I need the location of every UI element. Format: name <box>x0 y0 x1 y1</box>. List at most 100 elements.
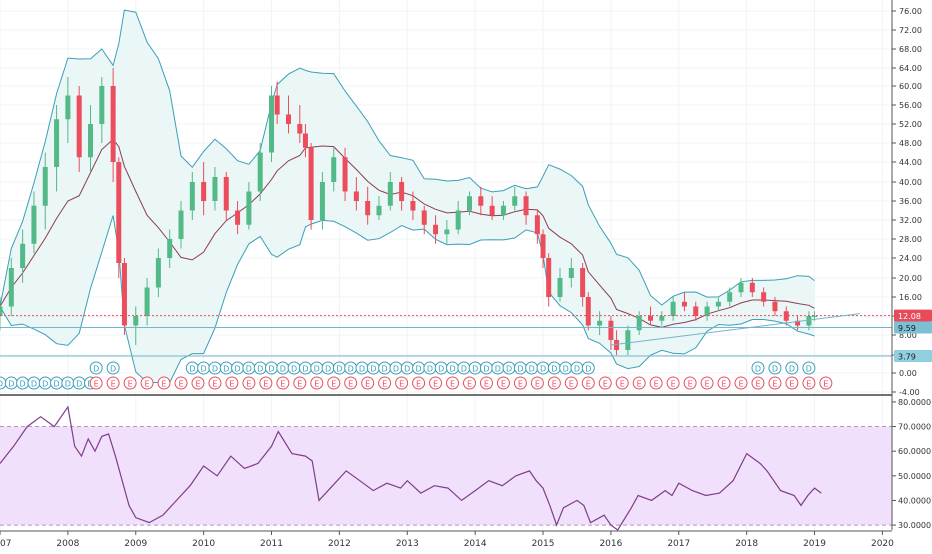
candle-body <box>614 340 620 350</box>
event-marker-letter: E <box>467 380 472 389</box>
price-tick-label: 72.00 <box>899 26 922 35</box>
event-marker-e[interactable] <box>344 376 358 390</box>
event-marker-e[interactable] <box>768 376 782 390</box>
event-marker-e[interactable] <box>700 376 714 390</box>
event-marker-e[interactable] <box>259 376 273 390</box>
candle-body <box>133 316 139 326</box>
event-marker-letter: E <box>688 380 693 389</box>
candle-body <box>659 316 665 321</box>
event-marker-e[interactable] <box>479 376 493 390</box>
event-marker-d[interactable] <box>768 361 782 375</box>
candle-body <box>387 182 393 206</box>
candle-body <box>540 234 546 258</box>
event-marker-e[interactable] <box>717 376 731 390</box>
event-marker-letter: D <box>755 365 761 374</box>
event-marker-e[interactable] <box>632 376 646 390</box>
candle-body <box>31 205 37 244</box>
event-marker-e[interactable] <box>276 376 290 390</box>
event-marker-letter: D <box>201 365 207 374</box>
event-marker-e[interactable] <box>734 376 748 390</box>
event-marker-e[interactable] <box>649 376 663 390</box>
candle-body <box>812 316 818 317</box>
event-marker-letter: E <box>806 380 811 389</box>
candle-body <box>319 182 325 220</box>
event-marker-letter: D <box>449 365 455 374</box>
event-marker-e[interactable] <box>683 376 697 390</box>
event-marker-e[interactable] <box>395 376 409 390</box>
event-marker-e[interactable] <box>293 376 307 390</box>
event-marker-e[interactable] <box>446 376 460 390</box>
event-marker-d[interactable] <box>785 361 799 375</box>
event-marker-letter: E <box>212 380 217 389</box>
event-marker-d[interactable] <box>106 361 120 375</box>
event-marker-e[interactable] <box>429 376 443 390</box>
candle-body <box>749 282 755 293</box>
event-marker-e[interactable] <box>208 376 222 390</box>
event-marker-letter: D <box>370 365 376 374</box>
event-marker-letter: D <box>789 365 795 374</box>
event-marker-e[interactable] <box>530 376 544 390</box>
event-marker-d[interactable] <box>581 361 595 375</box>
event-marker-e[interactable] <box>802 376 816 390</box>
event-marker-e[interactable] <box>242 376 256 390</box>
event-marker-e[interactable] <box>310 376 324 390</box>
candle-body <box>693 306 699 316</box>
candle-body <box>648 316 654 321</box>
event-marker-letter: E <box>128 380 133 389</box>
event-marker-letter: E <box>416 380 421 389</box>
event-marker-e[interactable] <box>564 376 578 390</box>
event-marker-e[interactable] <box>581 376 595 390</box>
event-marker-d[interactable] <box>802 361 816 375</box>
event-marker-letter: E <box>484 380 489 389</box>
event-marker-letter: D <box>585 365 591 374</box>
event-marker-letter: E <box>501 380 506 389</box>
price-tick-label: 44.00 <box>899 158 922 167</box>
event-marker-e[interactable] <box>361 376 375 390</box>
event-marker-letter: E <box>162 380 167 389</box>
price-tick-label: 36.00 <box>899 197 922 206</box>
candle-body <box>201 182 207 201</box>
candle-body <box>608 320 614 340</box>
candle-body <box>738 282 744 293</box>
rsi-tick-label: 30.0000 <box>898 521 931 530</box>
candle-body <box>269 95 275 153</box>
event-marker-e[interactable] <box>123 376 137 390</box>
event-marker-e[interactable] <box>378 376 392 390</box>
event-marker-e[interactable] <box>496 376 510 390</box>
rsi-band-fill <box>0 426 892 526</box>
event-marker-letter: D <box>551 365 557 374</box>
event-marker-e[interactable] <box>751 376 765 390</box>
event-marker-e[interactable] <box>598 376 612 390</box>
event-marker-d[interactable] <box>751 361 765 375</box>
event-marker-e[interactable] <box>819 376 833 390</box>
basis-line <box>0 138 815 328</box>
event-marker-e[interactable] <box>225 376 239 390</box>
event-marker-e[interactable] <box>412 376 426 390</box>
event-marker-e[interactable] <box>106 376 120 390</box>
event-marker-letter: D <box>302 365 308 374</box>
event-marker-e[interactable] <box>89 376 103 390</box>
event-marker-letter: D <box>325 365 331 374</box>
event-marker-d[interactable] <box>89 361 103 375</box>
rsi-line <box>0 405 822 531</box>
candle-body <box>523 196 529 216</box>
event-marker-e[interactable] <box>785 376 799 390</box>
event-marker-e[interactable] <box>666 376 680 390</box>
time-tick-label: 2016 <box>599 539 622 549</box>
event-marker-letter: E <box>671 380 676 389</box>
event-marker-letter: D <box>336 365 342 374</box>
candle-body <box>76 95 82 158</box>
event-marker-e[interactable] <box>327 376 341 390</box>
candle-body <box>580 268 586 297</box>
level-label: 3.79 <box>898 352 916 361</box>
event-marker-e[interactable] <box>547 376 561 390</box>
event-marker-e[interactable] <box>615 376 629 390</box>
event-marker-e[interactable] <box>191 376 205 390</box>
event-marker-letter: E <box>399 380 404 389</box>
event-marker-e[interactable] <box>462 376 476 390</box>
event-marker-e[interactable] <box>174 376 188 390</box>
event-marker-e[interactable] <box>140 376 154 390</box>
event-marker-e[interactable] <box>157 376 171 390</box>
price-tick-label: 20.00 <box>899 274 922 283</box>
event-marker-e[interactable] <box>513 376 527 390</box>
